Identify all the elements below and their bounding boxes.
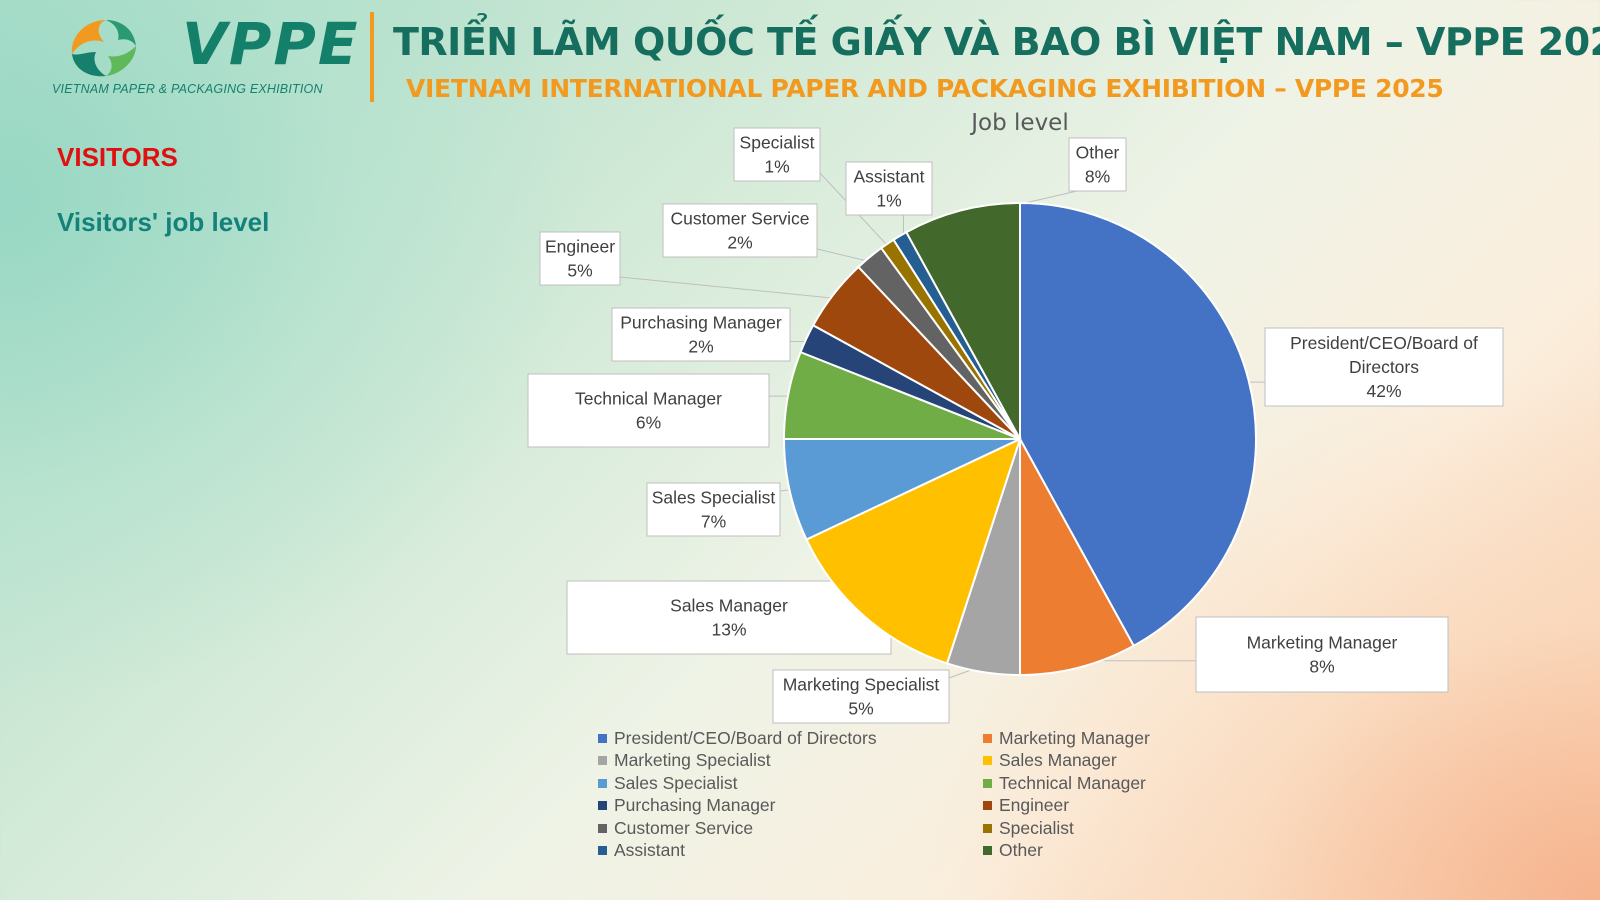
- data-label-category: Directors: [1349, 357, 1419, 377]
- data-label-value: 13%: [711, 620, 746, 640]
- legend-swatch: [983, 801, 992, 811]
- title-vietnamese: TRIỂN LÃM QUỐC TẾ GIẤY VÀ BAO BÌ VIỆT NA…: [393, 20, 1600, 64]
- legend-label: Customer Service: [614, 817, 754, 838]
- data-label-category: Assistant: [854, 167, 925, 187]
- header: VPPE VIETNAM PAPER & PACKAGING EXHIBITIO…: [0, 0, 1600, 115]
- legend-label: Assistant: [614, 840, 685, 861]
- data-label-value: 2%: [688, 337, 713, 357]
- data-label-category: Engineer: [545, 237, 615, 257]
- data-label-value: 7%: [701, 512, 726, 532]
- data-label-value: 6%: [636, 413, 661, 433]
- legend-swatch: [983, 756, 992, 766]
- callout-leader-line: [619, 276, 840, 300]
- leaf-logo-icon: [71, 20, 136, 77]
- legend-item: Sales Manager: [983, 750, 1198, 772]
- data-label-value: 8%: [1085, 167, 1110, 187]
- legend-swatch: [598, 801, 607, 811]
- legend-swatch: [983, 846, 992, 856]
- data-label-category: Customer Service: [670, 209, 809, 229]
- pie-callouts: President/CEO/Board of Directors 42% Market…: [527, 127, 1504, 724]
- data-label-value: 1%: [764, 157, 789, 177]
- legend-item: Technical Manager: [983, 773, 1198, 794]
- logo-subtitle: VIETNAM PAPER & PACKAGING EXHIBITION: [52, 82, 323, 96]
- callout-box: [1068, 137, 1127, 192]
- job-level-heading: Visitors' job level: [57, 207, 270, 237]
- legend-label: Sales Manager: [999, 750, 1117, 771]
- pie-slices: [782, 201, 1257, 677]
- legend-swatch: [983, 823, 992, 833]
- data-label-value: 8%: [1309, 657, 1334, 677]
- pie-slice-other: [904, 201, 1021, 440]
- data-label-category: Sales Specialist: [652, 488, 776, 508]
- legend-label: Specialist: [999, 817, 1074, 838]
- callout-box: [845, 161, 933, 216]
- legend-item: Specialist: [983, 818, 1198, 839]
- legend-label: President/CEO/Board of Directors: [614, 727, 877, 748]
- legend-item: Marketing Specialist: [598, 750, 983, 772]
- data-label-category: Other: [1076, 143, 1120, 163]
- legend-swatch: [983, 778, 992, 788]
- legend-item: Sales Specialist: [598, 773, 983, 794]
- legend-item: Purchasing Manager: [598, 795, 983, 817]
- legend-swatch: [598, 733, 607, 743]
- callout-box: [611, 307, 791, 362]
- callout-box: [733, 127, 821, 182]
- legend-label: Sales Specialist: [614, 772, 738, 793]
- pie-slice-sales-specialist: [782, 438, 1021, 541]
- legend-swatch: [598, 823, 607, 833]
- legend-item: Marketing Manager: [983, 728, 1198, 749]
- legend-item: Assistant: [598, 840, 983, 862]
- pie-slice-marketing-manager: [1019, 438, 1136, 677]
- logo-wordmark: VPPE: [182, 10, 360, 78]
- callout-box: [662, 203, 818, 258]
- legend-label: Engineer: [999, 795, 1070, 816]
- callout-box: [527, 373, 770, 448]
- data-label-category: President/CEO/Board of: [1290, 333, 1478, 353]
- callout-box: [646, 482, 781, 537]
- legend-swatch: [598, 778, 607, 788]
- chart-title: Job level: [971, 110, 1069, 136]
- data-label-category: Sales Manager: [670, 596, 788, 616]
- legend-item: Customer Service: [598, 818, 983, 839]
- data-label-value: 5%: [848, 699, 873, 719]
- legend-item: Other: [983, 840, 1198, 862]
- legend-swatch: [598, 756, 607, 766]
- chart-legend: President/CEO/Board of Directors Marketin…: [598, 728, 1198, 861]
- legend-label: Marketing Specialist: [614, 750, 771, 771]
- data-label-value: 2%: [727, 233, 752, 253]
- vppe-logo: VPPE VIETNAM PAPER & PACKAGING EXHIBITIO…: [52, 8, 358, 108]
- legend-item: President/CEO/Board of Directors: [598, 728, 983, 749]
- visitors-label: VISITORS: [57, 142, 178, 172]
- data-label-category: Specialist: [740, 133, 815, 153]
- data-label-category: Technical Manager: [575, 389, 722, 409]
- callout-box: [539, 231, 621, 286]
- legend-label: Purchasing Manager: [614, 795, 776, 816]
- legend-swatch: [598, 846, 607, 856]
- data-label-category: Marketing Manager: [1247, 633, 1398, 653]
- legend-label: Marketing Manager: [999, 727, 1150, 748]
- title-english: VIETNAM INTERNATIONAL PAPER AND PACKAGIN…: [406, 74, 1444, 103]
- data-label-category: Purchasing Manager: [620, 313, 782, 333]
- data-label-category: Marketing Specialist: [783, 675, 940, 695]
- legend-swatch: [983, 733, 992, 743]
- pie-slice-sales-manager: [805, 437, 1022, 665]
- pie-slice-president-ceo-board-of-directors: [1019, 201, 1257, 648]
- callout-box: [1264, 327, 1504, 407]
- callout-box: [1195, 616, 1449, 693]
- data-label-value: 42%: [1366, 381, 1401, 401]
- header-divider: [370, 12, 374, 102]
- callout-box: [772, 669, 950, 724]
- legend-item: Engineer: [983, 795, 1198, 817]
- callout-box: [566, 580, 892, 655]
- data-label-value: 1%: [876, 191, 901, 211]
- data-label-value: 5%: [567, 261, 592, 281]
- legend-label: Technical Manager: [999, 772, 1146, 793]
- legend-label: Other: [999, 840, 1043, 861]
